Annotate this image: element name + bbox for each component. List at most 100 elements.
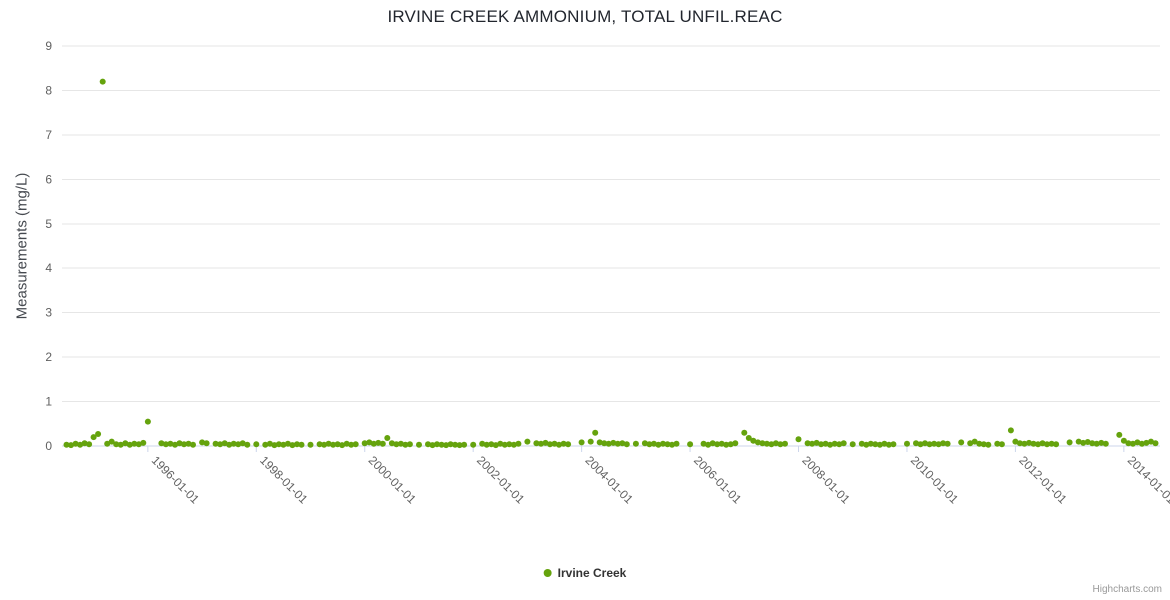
data-point[interactable] [727,441,734,448]
data-point[interactable] [99,78,106,85]
data-point[interactable] [913,440,919,447]
data-point[interactable] [1089,440,1096,447]
data-point[interactable] [876,441,883,448]
data-point[interactable] [804,440,811,447]
data-point[interactable] [872,441,879,448]
data-point[interactable] [1152,440,1159,447]
data-point[interactable] [1129,440,1136,447]
data-point[interactable] [1053,441,1060,448]
data-point[interactable] [556,441,562,448]
data-point[interactable] [1066,439,1073,446]
data-point[interactable] [782,440,788,447]
data-point[interactable] [443,442,450,449]
data-point[interactable] [343,440,350,447]
data-point[interactable] [131,440,138,447]
data-point[interactable] [262,441,269,448]
data-point[interactable] [63,441,70,448]
data-point[interactable] [108,438,115,445]
data-point[interactable] [334,441,341,448]
data-point[interactable] [655,441,662,448]
data-point[interactable] [809,440,816,447]
data-point[interactable] [849,441,856,448]
data-point[interactable] [646,441,653,448]
data-point[interactable] [641,440,648,447]
data-point[interactable] [375,439,382,446]
data-point[interactable] [294,441,300,448]
data-point[interactable] [483,441,490,448]
data-point[interactable] [1048,440,1055,447]
data-point[interactable] [1030,440,1037,447]
data-point[interactable] [176,440,183,447]
data-point[interactable] [1035,441,1041,448]
data-point[interactable] [538,440,544,447]
data-point[interactable] [863,441,870,448]
data-point[interactable] [1102,440,1109,447]
data-point[interactable] [723,441,730,448]
data-point[interactable] [745,435,752,441]
data-point[interactable] [940,440,947,447]
data-point[interactable] [1044,441,1050,448]
data-point[interactable] [741,429,748,436]
data-point[interactable] [705,441,712,448]
data-point[interactable] [664,441,671,448]
data-point[interactable] [971,438,978,445]
data-point[interactable] [167,440,174,447]
data-point[interactable] [181,441,187,448]
data-point[interactable] [1016,440,1023,447]
data-point[interactable] [447,441,454,448]
data-point[interactable] [144,418,151,425]
data-point[interactable] [605,440,612,447]
data-point[interactable] [867,440,874,447]
data-point[interactable] [926,441,933,448]
highcharts-credits-link[interactable]: Highcharts.com [1092,584,1162,595]
data-point[interactable] [68,442,74,449]
data-point[interactable] [140,439,147,446]
data-point[interactable] [226,441,233,448]
data-point[interactable] [348,441,355,448]
data-point[interactable] [750,437,757,444]
data-point[interactable] [393,441,400,448]
data-point[interactable] [858,440,865,447]
data-point[interactable] [777,441,784,448]
data-point[interactable] [438,441,445,448]
data-point[interactable] [406,441,413,448]
data-point[interactable] [1093,440,1100,447]
data-point[interactable] [221,440,228,447]
data-point[interactable] [307,441,314,448]
data-point[interactable] [836,441,843,448]
data-point[interactable] [935,441,942,448]
data-point[interactable] [547,441,553,448]
data-point[interactable] [1138,440,1145,447]
data-point[interactable] [714,441,721,448]
data-point[interactable] [994,440,1001,447]
data-point[interactable] [967,440,974,447]
data-point[interactable] [434,441,440,448]
data-point[interactable] [1125,440,1132,447]
data-point[interactable] [425,441,431,448]
data-point[interactable] [1143,439,1150,446]
data-point[interactable] [456,442,463,449]
data-point[interactable] [104,440,111,447]
data-point[interactable] [384,435,391,441]
data-point[interactable] [90,434,97,441]
data-point[interactable] [117,441,124,448]
data-point[interactable] [759,440,766,447]
data-point[interactable] [230,440,237,447]
data-point[interactable] [592,429,599,436]
data-point[interactable] [931,440,938,447]
data-point[interactable] [958,439,965,446]
data-point[interactable] [361,440,368,447]
data-point[interactable] [687,441,694,448]
data-point[interactable] [113,441,120,448]
data-point[interactable] [818,441,825,448]
data-point[interactable] [416,441,422,448]
data-point[interactable] [673,440,680,447]
data-point[interactable] [533,440,540,447]
data-point[interactable] [1116,431,1123,438]
data-point[interactable] [172,441,178,448]
data-point[interactable] [81,440,88,447]
data-point[interactable] [253,441,260,448]
data-point[interactable] [890,441,897,448]
data-point[interactable] [162,441,169,448]
data-point[interactable] [1134,439,1141,446]
